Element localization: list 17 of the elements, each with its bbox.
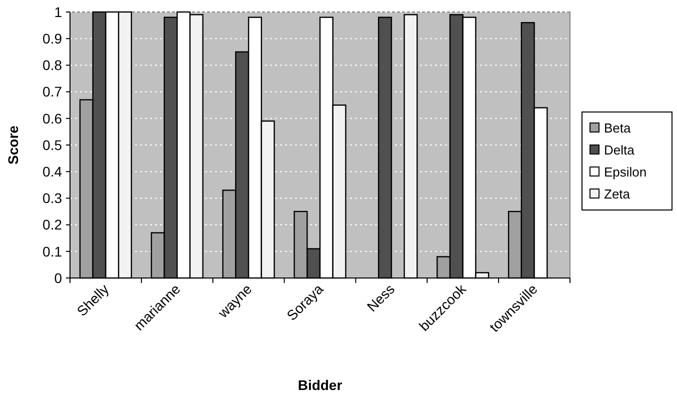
legend-label: Epsilon	[604, 164, 647, 180]
y-tick-label: 0.1	[42, 243, 62, 260]
x-axis-title: Bidder	[298, 377, 343, 393]
y-axis-title: Score	[5, 125, 21, 164]
y-tick-label: 0.5	[42, 136, 62, 153]
y-tick-label: 1	[54, 4, 62, 20]
y-tick-label: 0	[54, 270, 62, 286]
legend-label: Zeta	[604, 186, 631, 202]
y-tick-label: 0.7	[42, 84, 62, 100]
y-tick-label: 0.9	[42, 30, 62, 46]
y-tick-label: 0.8	[42, 57, 62, 74]
y-tick-label: 0.3	[42, 190, 62, 206]
y-tick-label: 0.2	[42, 216, 62, 233]
y-tick-label: 0.4	[42, 164, 62, 180]
legend-label: Beta	[604, 120, 632, 136]
y-tick-label: 0.6	[42, 110, 62, 126]
legend-label: Delta	[604, 142, 636, 158]
